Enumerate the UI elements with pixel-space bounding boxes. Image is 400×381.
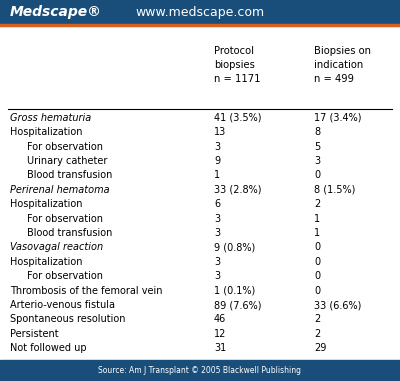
Text: 1: 1: [214, 170, 220, 180]
Text: Medscape®: Medscape®: [10, 5, 102, 19]
Text: 0: 0: [314, 257, 320, 267]
Text: Spontaneous resolution: Spontaneous resolution: [10, 314, 126, 325]
Text: 89 (7.6%): 89 (7.6%): [214, 300, 262, 310]
Text: Blood transfusion: Blood transfusion: [27, 228, 112, 238]
Text: 0: 0: [314, 170, 320, 180]
Text: 29: 29: [314, 343, 326, 353]
Text: 3: 3: [214, 228, 220, 238]
Text: 41 (3.5%): 41 (3.5%): [214, 113, 262, 123]
Bar: [0, 360, 400, 381]
Text: 6: 6: [214, 199, 220, 209]
Text: 0: 0: [314, 271, 320, 281]
Text: 33 (6.6%): 33 (6.6%): [314, 300, 361, 310]
Text: Source: Am J Transplant © 2005 Blackwell Publishing: Source: Am J Transplant © 2005 Blackwell…: [98, 366, 302, 375]
Text: 12: 12: [214, 329, 226, 339]
Text: 2: 2: [314, 329, 320, 339]
Text: For observation: For observation: [27, 214, 103, 224]
Text: Gross hematuria: Gross hematuria: [10, 113, 91, 123]
Text: www.medscape.com: www.medscape.com: [136, 6, 264, 19]
Text: Vasovagal reaction: Vasovagal reaction: [10, 242, 103, 252]
Text: 13: 13: [214, 127, 226, 137]
Text: For observation: For observation: [27, 141, 103, 152]
Text: Thrombosis of the femoral vein: Thrombosis of the femoral vein: [10, 286, 162, 296]
Text: Perirenal hematoma: Perirenal hematoma: [10, 185, 110, 195]
Text: Biopsies on
indication
n = 499: Biopsies on indication n = 499: [314, 46, 371, 84]
Text: 0: 0: [314, 286, 320, 296]
Text: Hospitalization: Hospitalization: [10, 257, 82, 267]
Text: 9 (0.8%): 9 (0.8%): [214, 242, 255, 252]
Text: 8 (1.5%): 8 (1.5%): [314, 185, 355, 195]
Text: 9: 9: [214, 156, 220, 166]
Text: For observation: For observation: [27, 271, 103, 281]
Text: 3: 3: [314, 156, 320, 166]
Text: 33 (2.8%): 33 (2.8%): [214, 185, 262, 195]
Text: Urinary catheter: Urinary catheter: [27, 156, 107, 166]
Text: 1: 1: [314, 214, 320, 224]
Text: Arterio-venous fistula: Arterio-venous fistula: [10, 300, 115, 310]
Text: 1: 1: [314, 228, 320, 238]
Text: Persistent: Persistent: [10, 329, 59, 339]
Bar: [0, 0, 400, 25]
Text: 17 (3.4%): 17 (3.4%): [314, 113, 362, 123]
Text: 8: 8: [314, 127, 320, 137]
Text: Hospitalization: Hospitalization: [10, 127, 82, 137]
Text: Blood transfusion: Blood transfusion: [27, 170, 112, 180]
Text: 2: 2: [314, 314, 320, 325]
Text: 0: 0: [314, 242, 320, 252]
Text: Not followed up: Not followed up: [10, 343, 87, 353]
Text: Hospitalization: Hospitalization: [10, 199, 82, 209]
Text: 31: 31: [214, 343, 226, 353]
Text: 5: 5: [314, 141, 320, 152]
Text: 46: 46: [214, 314, 226, 325]
Text: Protocol
biopsies
n = 1171: Protocol biopsies n = 1171: [214, 46, 260, 84]
Text: 3: 3: [214, 214, 220, 224]
Text: 2: 2: [314, 199, 320, 209]
Text: 3: 3: [214, 257, 220, 267]
Text: 3: 3: [214, 141, 220, 152]
Text: 1 (0.1%): 1 (0.1%): [214, 286, 255, 296]
Text: 3: 3: [214, 271, 220, 281]
